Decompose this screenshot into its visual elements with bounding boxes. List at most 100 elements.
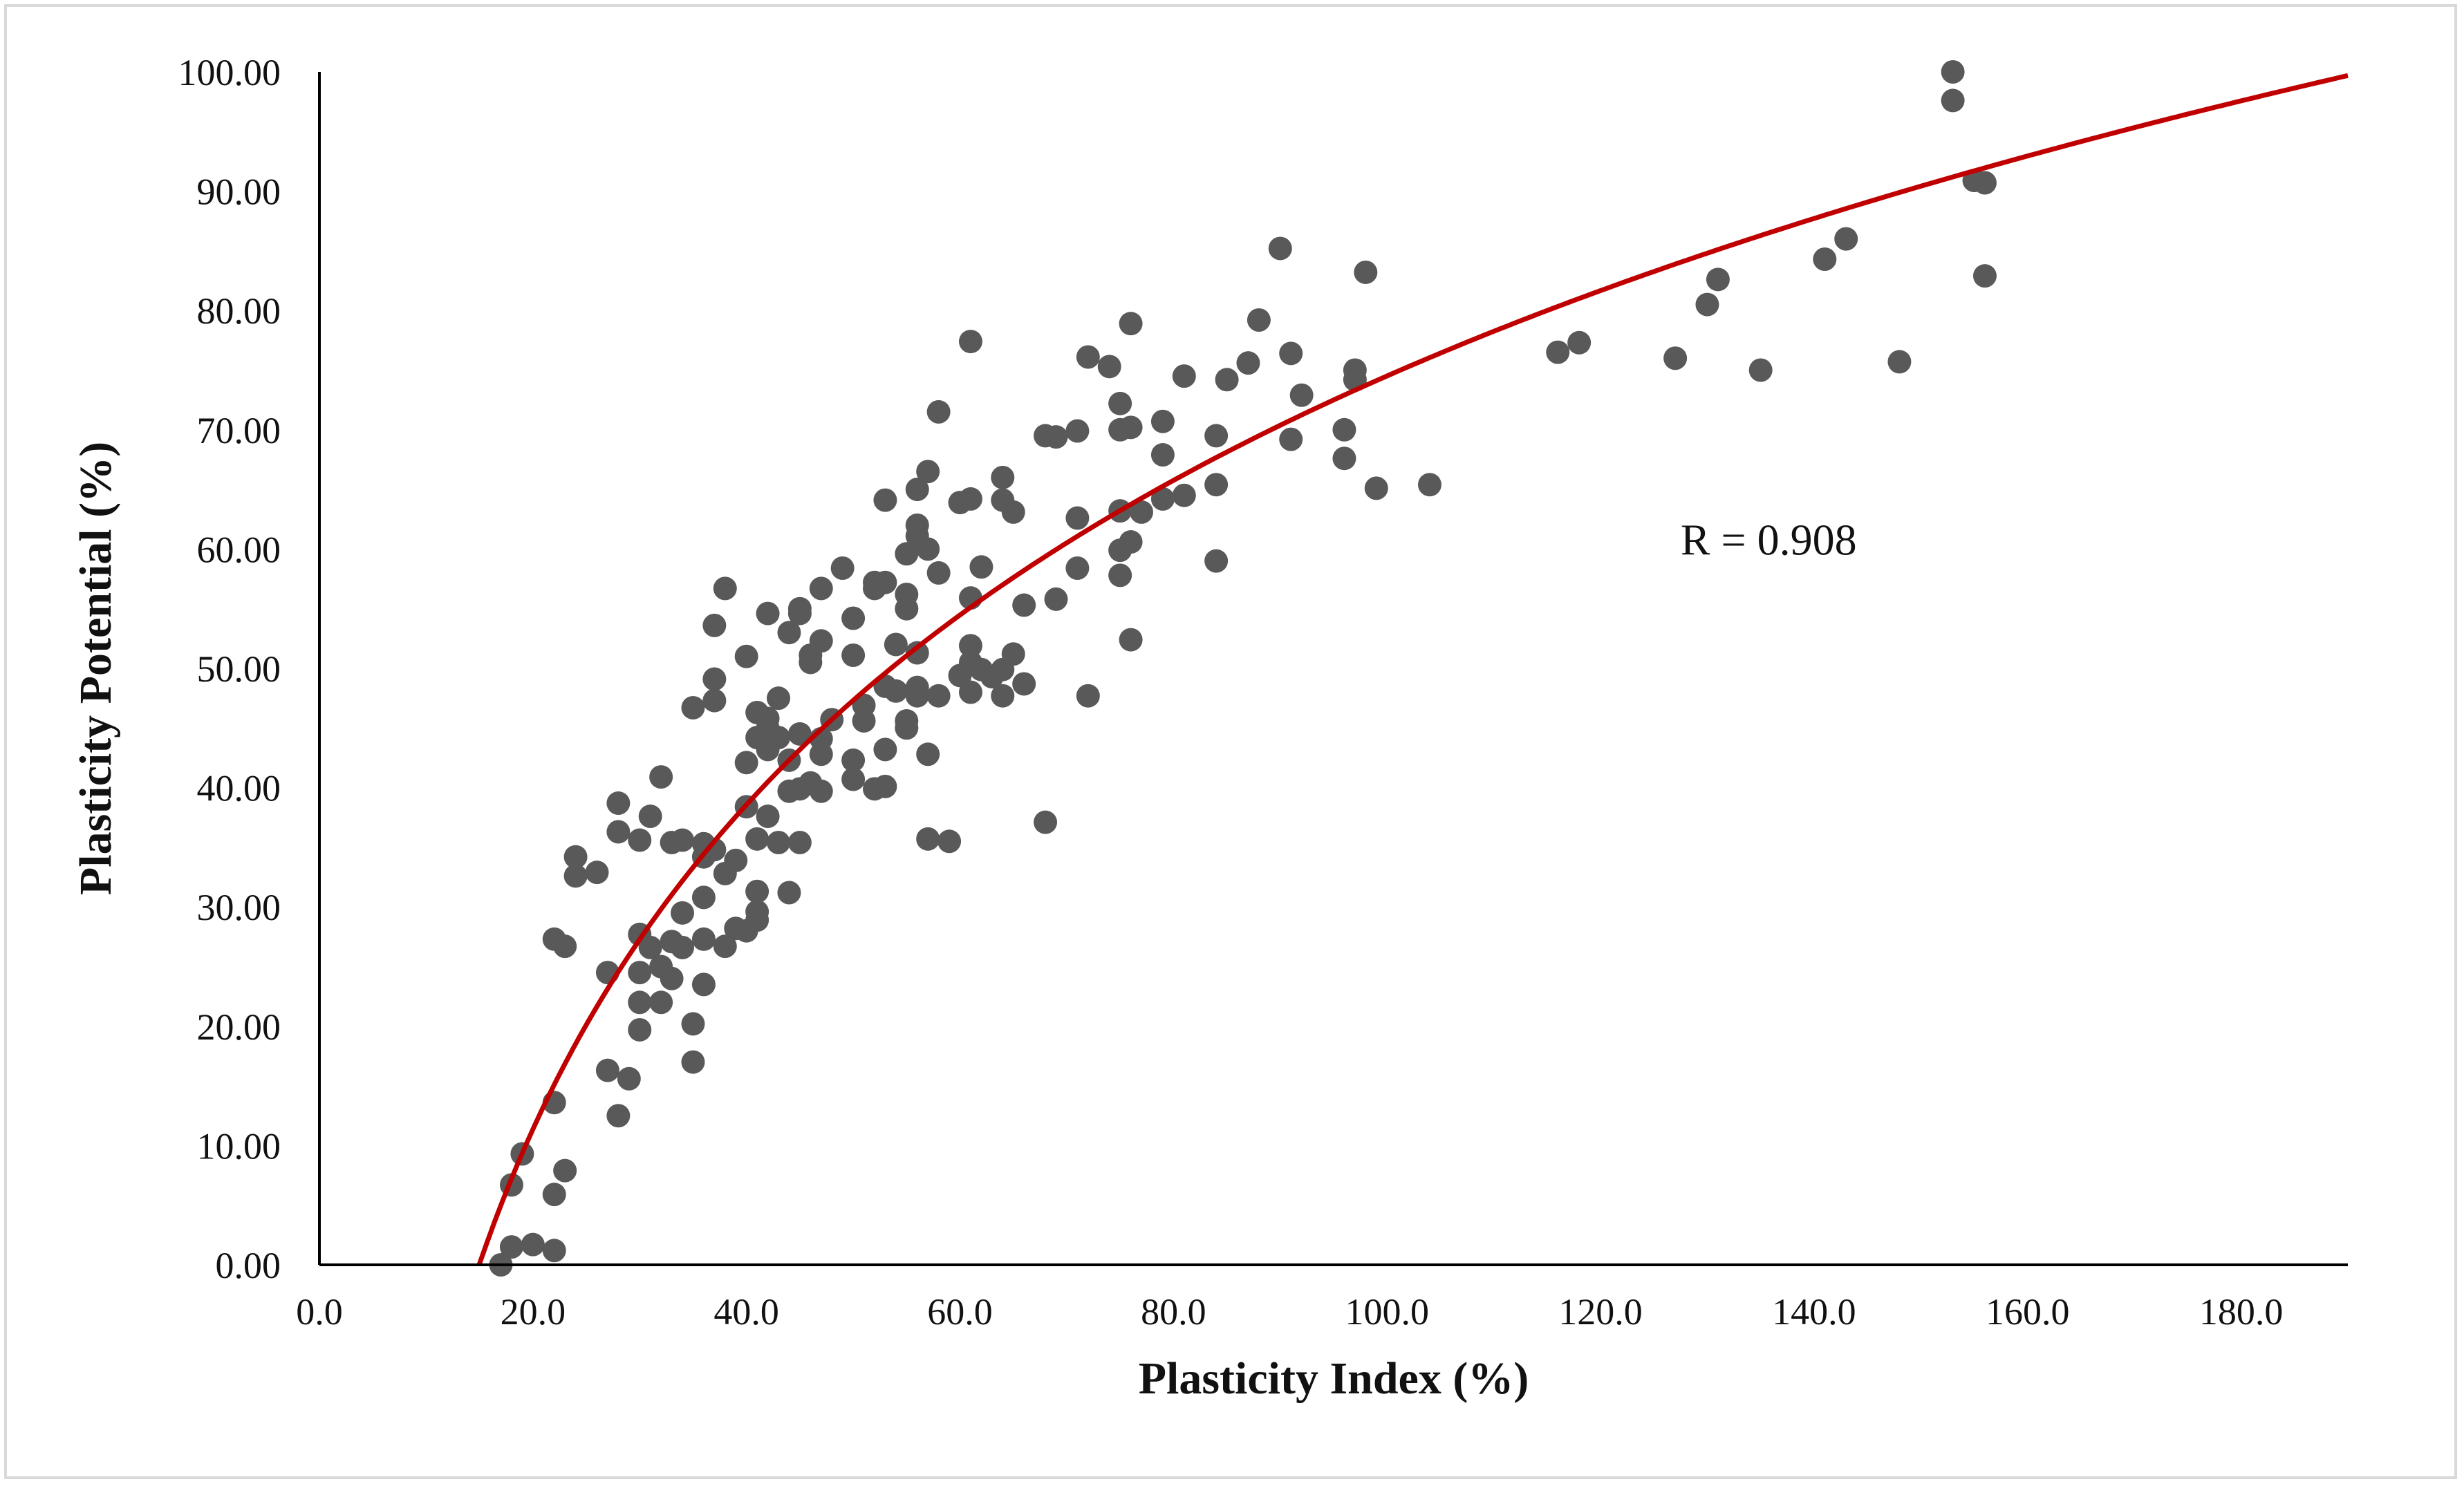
data-point: [948, 664, 972, 688]
data-point: [916, 742, 940, 766]
data-point: [1354, 260, 1378, 284]
data-point: [1130, 500, 1154, 524]
y-tick-label: 60.00: [197, 529, 281, 570]
data-point: [702, 613, 727, 637]
data-point: [873, 737, 897, 762]
data-point: [691, 885, 716, 910]
data-point: [606, 791, 631, 816]
data-point: [1417, 473, 1441, 497]
x-axis-ticks: 0.0 20.0 40.0 60.0 80.0 100.0 120.0 140.0 160.0 1…: [296, 1291, 2283, 1333]
data-point: [1150, 443, 1175, 467]
data-point: [1813, 247, 1837, 271]
data-point: [1076, 345, 1100, 369]
data-point: [1887, 350, 1912, 374]
data-point: [542, 927, 566, 951]
x-tick-label: 40.0: [713, 1291, 779, 1333]
data-point: [787, 722, 812, 746]
data-point: [681, 1050, 705, 1074]
data-point: [1332, 446, 1356, 471]
data-point: [606, 820, 631, 844]
y-tick-label: 90.00: [197, 171, 281, 213]
data-point: [958, 330, 982, 354]
data-point: [1172, 483, 1196, 507]
data-point: [585, 860, 609, 885]
data-point: [617, 1066, 641, 1091]
data-point: [1108, 538, 1132, 563]
data-point: [1108, 417, 1132, 442]
data-point: [948, 491, 972, 515]
data-point: [809, 742, 833, 766]
data-point: [777, 881, 801, 905]
data-point: [724, 916, 748, 941]
data-point: [1279, 341, 1303, 366]
data-point: [702, 667, 727, 691]
data-point: [1332, 417, 1356, 442]
data-point: [1236, 351, 1260, 375]
y-axis-ticks: 0.00 10.00 20.00 30.00 40.00 50.00 60.00 70.00 8…: [178, 52, 281, 1286]
data-point: [958, 680, 982, 704]
data-point: [991, 684, 1015, 708]
data-point: [1941, 60, 1965, 84]
x-tick-label: 60.0: [927, 1291, 993, 1333]
data-point: [1065, 419, 1090, 443]
data-point: [905, 684, 929, 708]
data-point: [1108, 391, 1132, 415]
y-tick-label: 30.00: [197, 887, 281, 928]
data-point: [873, 488, 897, 512]
data-point: [841, 767, 866, 791]
data-point: [841, 748, 866, 772]
data-point: [1215, 368, 1239, 392]
data-point: [884, 632, 908, 657]
data-point: [681, 1012, 705, 1036]
data-point: [542, 1239, 566, 1263]
data-point: [787, 830, 812, 854]
data-point: [1012, 593, 1036, 617]
x-tick-label: 80.0: [1141, 1291, 1206, 1333]
data-point: [1204, 473, 1229, 497]
data-point: [745, 726, 769, 750]
data-point: [713, 576, 737, 601]
data-point: [841, 606, 866, 630]
data-point: [1204, 424, 1229, 448]
data-point: [713, 934, 737, 959]
data-point: [660, 930, 684, 954]
data-point: [787, 601, 812, 626]
data-point: [926, 684, 951, 708]
data-point: [1119, 312, 1143, 336]
y-axis-title: Plasticity Potential (%): [71, 442, 121, 895]
data-point: [1546, 340, 1570, 364]
data-point: [1034, 810, 1058, 834]
data-point: [895, 596, 919, 621]
data-point: [862, 576, 886, 601]
data-point: [991, 488, 1015, 512]
data-point: [595, 1058, 619, 1082]
data-point: [991, 465, 1015, 489]
data-point: [499, 1235, 523, 1259]
data-point: [681, 695, 705, 720]
data-point: [1012, 672, 1036, 696]
data-point: [756, 601, 780, 626]
figure-frame: 0.0 20.0 40.0 60.0 80.0 100.0 120.0 140.0 160.0 1…: [4, 4, 2457, 1479]
data-point: [1748, 358, 1773, 382]
data-points: [489, 60, 1997, 1277]
y-tick-label: 10.00: [197, 1125, 281, 1167]
data-point: [628, 990, 652, 1015]
data-point: [628, 828, 652, 852]
data-point: [895, 716, 919, 740]
data-point: [671, 901, 695, 925]
data-point: [852, 708, 876, 733]
data-point: [1268, 236, 1292, 261]
data-point: [1663, 346, 1688, 370]
data-point: [1706, 267, 1730, 292]
data-point: [1108, 563, 1132, 587]
y-tick-label: 70.00: [197, 410, 281, 451]
data-point: [691, 972, 716, 997]
data-point: [767, 686, 791, 711]
x-tick-label: 140.0: [1772, 1291, 1856, 1333]
data-point: [745, 827, 769, 851]
correlation-annotation: R = 0.908: [1681, 516, 1857, 565]
data-point: [1941, 88, 1965, 113]
trend-line: [476, 73, 2349, 1266]
data-point: [628, 961, 652, 985]
data-point: [1972, 171, 1997, 195]
